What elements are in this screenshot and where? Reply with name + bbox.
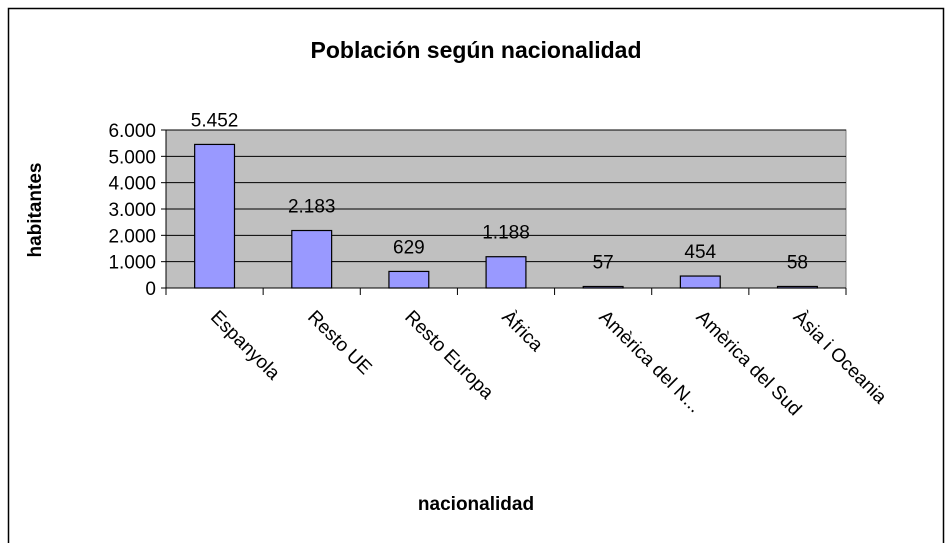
x-tick-label: Amèrica del N... bbox=[595, 307, 705, 417]
y-tick-label: 3.000 bbox=[108, 200, 156, 221]
bar bbox=[679, 275, 721, 289]
x-tick-label: Àfrica bbox=[497, 307, 546, 356]
data-label: 58 bbox=[787, 252, 808, 273]
x-tick-label: Resto UE bbox=[303, 307, 375, 379]
x-tick-label: Espanyola bbox=[206, 307, 284, 385]
data-label: 2.183 bbox=[288, 197, 336, 218]
y-tick-label: 0 bbox=[145, 279, 156, 300]
data-label: 629 bbox=[393, 237, 425, 258]
bar bbox=[485, 256, 527, 289]
y-tick-label: 1.000 bbox=[108, 253, 156, 274]
data-label: 5.452 bbox=[191, 110, 239, 131]
data-label: 454 bbox=[684, 242, 716, 263]
x-axis-label: nacionalidad bbox=[418, 494, 534, 515]
y-tick-label: 2.000 bbox=[108, 226, 156, 247]
y-axis-label: habitantes bbox=[25, 162, 46, 257]
y-tick-label: 4.000 bbox=[108, 174, 156, 195]
data-label: 1.188 bbox=[482, 223, 530, 244]
bar bbox=[582, 285, 624, 289]
bar bbox=[776, 285, 818, 289]
bar bbox=[388, 270, 430, 289]
data-label: 57 bbox=[593, 252, 614, 273]
chart-title: Población según nacionalidad bbox=[311, 37, 642, 63]
y-tick-label: 5.000 bbox=[108, 147, 156, 168]
y-tick-label: 6.000 bbox=[108, 121, 156, 142]
x-tick-label: Resto Europa bbox=[400, 307, 497, 404]
chart-border bbox=[7, 7, 945, 543]
bar bbox=[194, 143, 236, 289]
x-tick-label: Amèrica del Sud bbox=[692, 307, 805, 420]
x-tick-label: Àsia i Oceania bbox=[789, 307, 891, 409]
bar bbox=[291, 229, 333, 289]
